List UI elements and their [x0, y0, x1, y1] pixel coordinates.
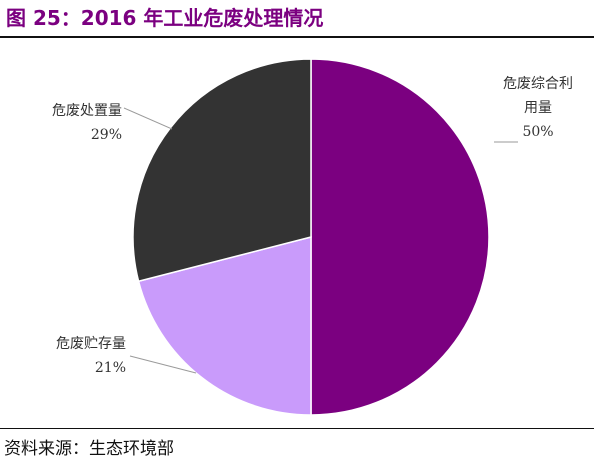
source-note: 资料来源：生态环境部 — [4, 439, 174, 459]
slice-label-0: 危废综合利用量 50% — [503, 76, 573, 140]
slice-label-1: 危废贮存量 21% — [56, 336, 126, 376]
leader-line-1 — [129, 355, 197, 374]
slice-percent-1: 21% — [95, 360, 126, 376]
slice-percent-0: 50% — [522, 124, 553, 140]
slice-name-0: 危废综合利 — [503, 76, 573, 92]
pie-slice-1 — [137, 236, 312, 416]
slice-name-1: 危废贮存量 — [56, 336, 126, 352]
title-rule — [0, 36, 594, 38]
pie-chart: 危废综合利用量 50% 危废贮存量 21% 危废处置量 29% — [52, 58, 573, 416]
slice-name-2: 危废处置量 — [52, 103, 122, 119]
slice-percent-2: 29% — [91, 127, 122, 143]
slice-label-2: 危废处置量 29% — [52, 103, 122, 143]
pie-slice-0 — [310, 58, 490, 416]
slice-name-0: 用量 — [524, 100, 552, 116]
leader-line-2 — [123, 107, 173, 130]
figure-title: 图 25：2016 年工业危废处理情况 — [6, 6, 324, 30]
source-rule — [0, 428, 594, 429]
